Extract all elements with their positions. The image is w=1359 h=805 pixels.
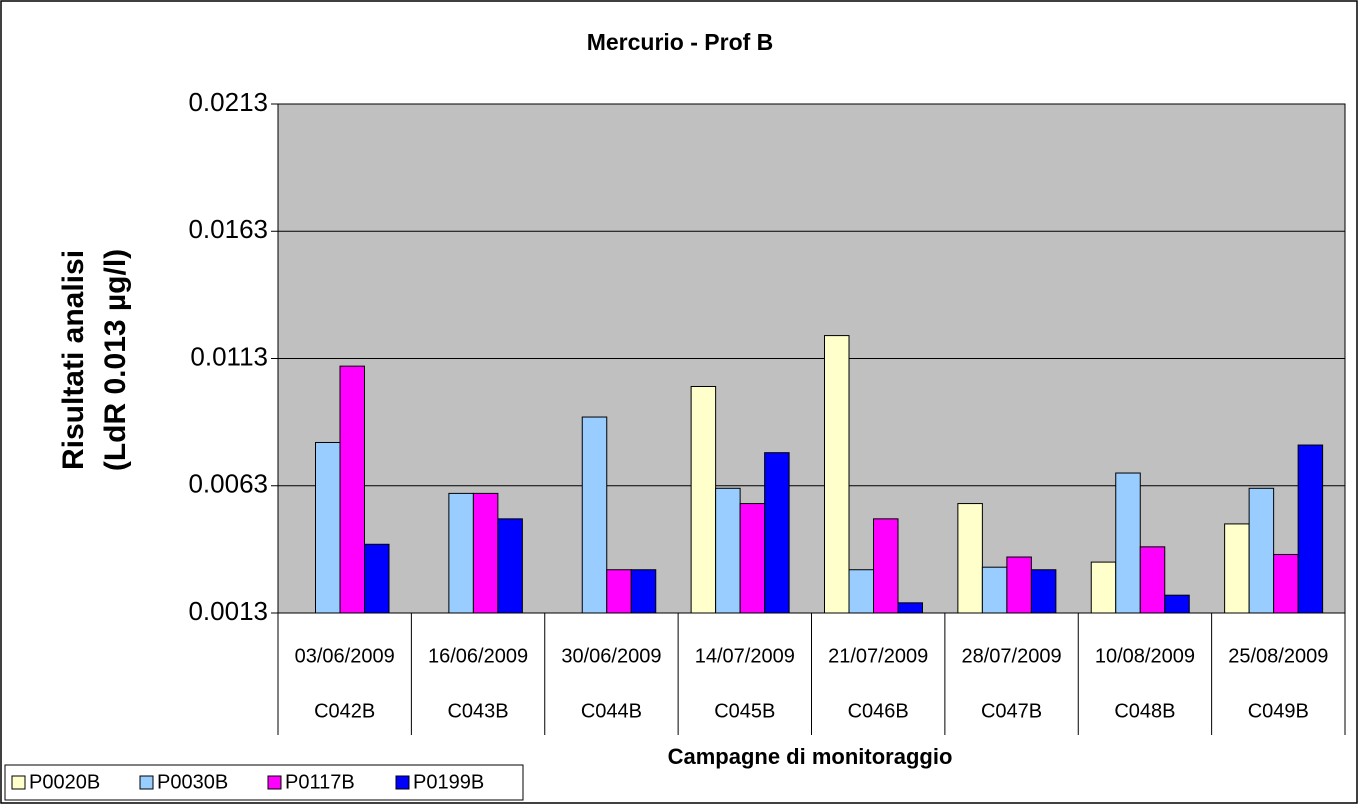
bar [339, 365, 365, 614]
legend-label: P0199B [413, 771, 484, 793]
bar [824, 335, 850, 614]
x-tick-label: 21/07/2009 [828, 645, 928, 667]
y-tick-label: 0.0113 [190, 341, 268, 371]
x-group-label: C045B [714, 700, 775, 722]
y-tick-label: 0.0213 [188, 87, 268, 117]
x-tick-label: 25/08/2009 [1228, 645, 1328, 667]
x-tick-label: 10/08/2009 [1095, 645, 1195, 667]
legend-swatch [395, 775, 410, 790]
x-tick-label: 03/06/2009 [295, 645, 395, 667]
bar [364, 543, 390, 614]
legend-label: P0020B [29, 771, 100, 793]
x-group-label: C046B [848, 700, 909, 722]
bar [873, 518, 899, 614]
x-tick-label: 30/06/2009 [561, 645, 661, 667]
bar [981, 566, 1008, 614]
x-group-label: C048B [1114, 700, 1175, 722]
x-tick-label: 16/06/2009 [428, 645, 528, 667]
x-tick-label: 14/07/2009 [695, 645, 795, 667]
chart-title: Mercurio - Prof B [587, 29, 774, 55]
bar [1006, 556, 1032, 614]
legend-swatch [139, 775, 154, 790]
legend-label: P0030B [157, 771, 228, 793]
legend-box [4, 764, 524, 801]
y-axis-title-line: (LdR 0.013 µg/l) [99, 249, 132, 471]
bar [715, 487, 741, 614]
x-group-label: C047B [981, 700, 1042, 722]
bar [1139, 546, 1166, 614]
bar [1248, 487, 1275, 614]
legend-swatch [267, 775, 282, 790]
bar [1273, 553, 1299, 614]
bar [690, 385, 717, 614]
x-group-label: C044B [581, 700, 642, 722]
bar [630, 569, 657, 614]
bar [1090, 561, 1117, 614]
y-axis-title: Risultati analisi (LdR 0.013 µg/l) [57, 249, 132, 471]
bar [315, 441, 341, 614]
y-axis-title-line: Risultati analisi [57, 250, 90, 470]
y-tick-label: 0.0163 [188, 214, 268, 244]
bar [472, 492, 499, 614]
bar [606, 569, 632, 614]
bar [448, 492, 474, 614]
legend-label: P0117B [285, 771, 355, 793]
bar [897, 602, 923, 614]
bar [764, 452, 790, 614]
bar [957, 503, 983, 614]
y-tick-label: 0.0013 [188, 596, 268, 626]
x-group-label: C049B [1248, 700, 1309, 722]
bar [581, 416, 608, 614]
bar [1224, 523, 1250, 614]
bar [1115, 472, 1141, 614]
bar [1164, 594, 1190, 614]
bar [1030, 569, 1057, 614]
y-tick-label: 0.0063 [188, 469, 268, 499]
x-group-label: C043B [447, 700, 508, 722]
legend-swatch [11, 775, 26, 790]
bar [739, 503, 766, 614]
x-axis-title: Campagne di monitoraggio [668, 744, 953, 769]
x-tick-label: 28/07/2009 [962, 645, 1062, 667]
bar [497, 518, 523, 614]
x-group-label: C042B [314, 700, 375, 722]
bar [848, 569, 874, 614]
bar [1297, 444, 1324, 614]
